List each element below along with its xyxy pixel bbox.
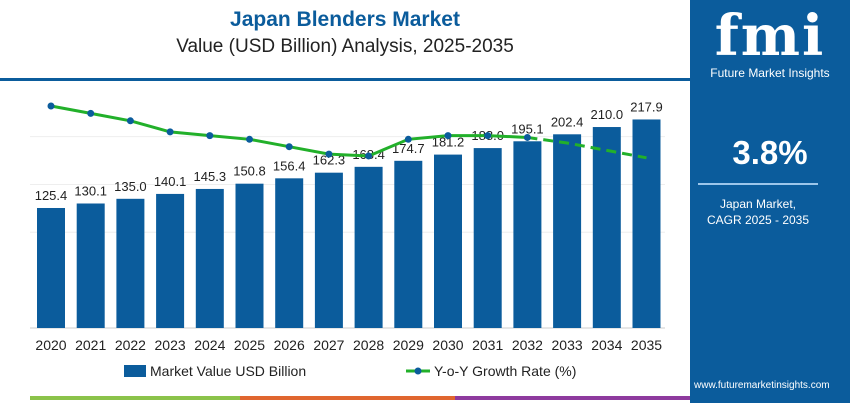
bar-2033	[553, 134, 582, 328]
legend-line: Y-o-Y Growth Rate (%)	[406, 363, 576, 379]
bar-2028	[354, 166, 383, 328]
growth-point-2024	[206, 132, 214, 140]
growth-point-2025	[246, 135, 253, 143]
growth-point-2021	[87, 109, 95, 117]
bar-label-2032: 195.1	[511, 121, 544, 136]
x-tick-2024: 2024	[194, 337, 225, 353]
bar-label-2023: 140.1	[154, 174, 187, 189]
x-tick-2034: 2034	[591, 337, 622, 353]
growth-point-2028	[365, 152, 373, 160]
chart-svg: 125.4 2020 130.1 2021 135.0 2022 140.1 2023 145.…	[30, 99, 665, 353]
bottom-bar-purple	[455, 396, 690, 400]
bar-2023	[156, 193, 185, 328]
bar-label-2026: 156.4	[273, 158, 306, 173]
bar-label-2030: 181.2	[432, 135, 465, 150]
bar-2029	[394, 160, 423, 328]
growth-point-2022	[126, 117, 134, 125]
x-tick-2033: 2033	[552, 337, 583, 353]
bar-2026	[275, 178, 304, 328]
x-tick-2022: 2022	[115, 337, 146, 353]
x-tick-2021: 2021	[75, 337, 106, 353]
x-tick-2031: 2031	[472, 337, 503, 353]
bar-label-2020: 125.4	[35, 188, 68, 203]
bar-label-2029: 174.7	[392, 141, 425, 156]
bar-2027	[314, 172, 343, 328]
title-divider	[0, 78, 690, 81]
bar-label-2033: 202.4	[551, 114, 584, 129]
legend-line-label: Y-o-Y Growth Rate (%)	[434, 363, 577, 379]
bar-2025	[235, 183, 264, 328]
cagr-label: CAGR 2025 - 2035	[706, 213, 810, 227]
bar-2030	[434, 154, 462, 328]
legend-line-swatch	[406, 367, 430, 375]
x-tick-2020: 2020	[35, 337, 66, 353]
growth-point-2032	[523, 133, 531, 141]
growth-line-forecast	[527, 135, 647, 160]
bar-2035	[632, 119, 661, 329]
x-tick-2032: 2032	[512, 337, 543, 353]
bar-label-2022: 135.0	[114, 179, 147, 194]
bar-2021	[76, 203, 105, 328]
bar-2034	[592, 127, 621, 328]
growth-point-2023	[166, 128, 174, 136]
bar-2032	[513, 141, 542, 328]
x-tick-2023: 2023	[155, 337, 186, 353]
cagr-divider	[698, 183, 818, 185]
bar-label-2034: 210.0	[591, 107, 624, 122]
chart-subtitle: Value (USD Billion) Analysis, 2025-2035	[176, 36, 514, 57]
growth-point-2029	[404, 135, 412, 143]
x-tick-2028: 2028	[353, 337, 384, 353]
bar-2022	[116, 198, 145, 328]
bar-2024	[195, 188, 224, 328]
x-tick-2026: 2026	[274, 337, 305, 353]
growth-point-2027	[325, 150, 333, 158]
website-link[interactable]: www.futuremarketinsights.com	[694, 380, 830, 391]
bar-label-2027: 162.3	[313, 153, 346, 168]
chart-title: Japan Blenders Market	[230, 8, 460, 31]
x-tick-2025: 2025	[234, 337, 265, 353]
growth-point-2026	[285, 143, 293, 151]
bar-label-2035: 217.9	[630, 99, 663, 114]
bar-label-2025: 150.8	[233, 164, 266, 179]
bar-label-2024: 145.3	[194, 169, 227, 184]
growth-point-2020	[47, 102, 55, 110]
bottom-bar-orange	[240, 396, 455, 400]
legend-bar: Market Value USD Billion	[124, 363, 306, 379]
market-label: Japan Market,	[719, 197, 797, 211]
x-tick-2030: 2030	[432, 337, 463, 353]
legend-bar-swatch	[124, 365, 146, 377]
x-tick-2027: 2027	[313, 337, 344, 353]
bar-2020	[37, 207, 65, 328]
x-tick-2029: 2029	[393, 337, 424, 353]
side-panel: fmi Future Market Insights 3.8% Japan Ma…	[690, 0, 850, 403]
cagr-value: 3.8%	[732, 134, 808, 171]
x-tick-2035: 2035	[631, 337, 662, 353]
bottom-bar-green	[30, 396, 240, 400]
logo-subtitle: Future Market Insights	[710, 66, 830, 80]
bar-2031	[473, 148, 502, 328]
growth-point-2031	[484, 132, 492, 140]
fmi-logo: fmi	[714, 3, 826, 69]
bar-label-2021: 130.1	[74, 183, 107, 198]
legend-bar-label: Market Value USD Billion	[150, 363, 307, 379]
growth-point-2030	[444, 132, 452, 140]
